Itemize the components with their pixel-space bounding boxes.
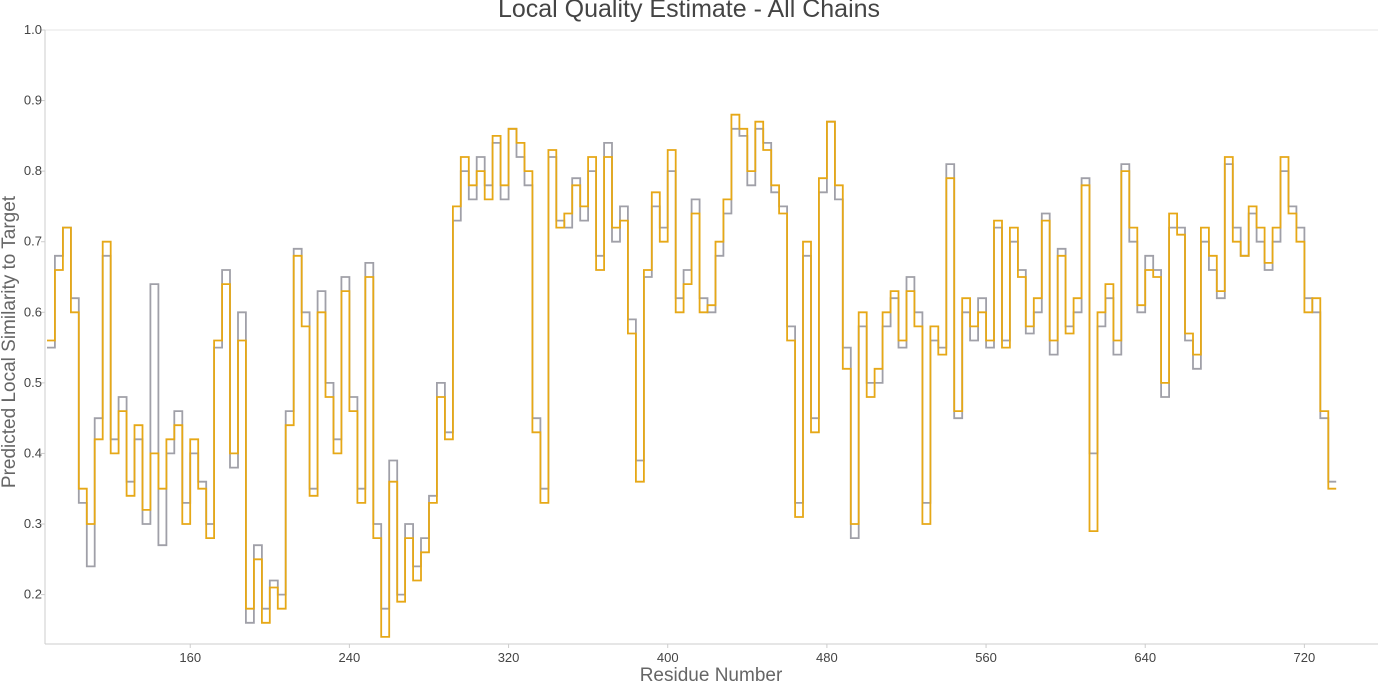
y-tick-label: 0.6 [24, 304, 42, 319]
y-tick-label: 0.7 [24, 234, 42, 249]
y-tick-label: 1.0 [24, 22, 42, 37]
x-tick-label: 400 [657, 650, 679, 665]
tick-labels: 0.2 0.3 0.4 0.5 0.6 0.7 0.8 0.9 1.0 160 240 320 400 4… [24, 22, 1315, 665]
series-line-chain-a [47, 120, 1337, 624]
y-tick-label: 0.8 [24, 163, 42, 178]
y-tick-label: 0.3 [24, 516, 42, 531]
x-tick-label: 480 [816, 650, 838, 665]
series-layer [47, 113, 1337, 638]
x-tick-label: 720 [1294, 650, 1316, 665]
y-tick-label: 0.2 [24, 587, 42, 602]
series-line-chain-b [47, 113, 1337, 638]
x-tick-label: 640 [1134, 650, 1156, 665]
x-tick-label: 320 [498, 650, 520, 665]
y-tick-label: 0.9 [24, 93, 42, 108]
y-tick-label: 0.5 [24, 375, 42, 390]
x-axis-label: Residue Number [639, 665, 783, 686]
chart-title: Local Quality Estimate - All Chains [497, 0, 881, 23]
x-tick-label: 160 [179, 650, 201, 665]
x-tick-label: 240 [339, 650, 361, 665]
axes [41, 29, 1378, 648]
y-tick-label: 0.4 [24, 445, 42, 460]
x-tick-label: 560 [975, 650, 997, 665]
